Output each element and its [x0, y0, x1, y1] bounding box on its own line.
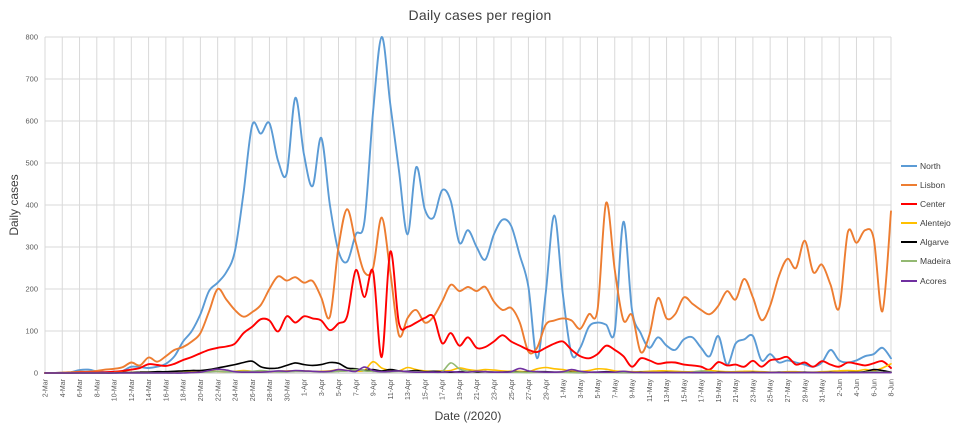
x-tick-label: 3-Apr	[319, 378, 326, 396]
legend-label-algarve: Algarve	[920, 237, 949, 248]
x-tick-label: 18-Mar	[181, 378, 188, 401]
series-line-lisbon	[44, 201, 892, 374]
x-tick-label: 6-Mar	[77, 378, 84, 397]
x-tick-label: 7-Apr	[353, 378, 360, 396]
y-tick-label: 700	[25, 75, 38, 84]
x-tick-label: 10-Mar	[112, 378, 119, 401]
x-tick-label: 4-Jun	[854, 379, 861, 397]
legend-line-swatch-acores	[901, 279, 917, 282]
x-tick-label: 15-Apr	[422, 378, 429, 400]
x-tick-label: 23-Apr	[491, 378, 498, 400]
series-line-alentejo	[44, 360, 892, 374]
x-tick-label: 6-Jun	[871, 379, 878, 397]
x-tick-label: 14-Mar	[146, 378, 153, 401]
x-tick-label: 26-Mar	[250, 378, 257, 401]
x-tick-label: 11-May	[647, 379, 654, 402]
legend-line-swatch-madeira	[901, 260, 917, 263]
legend-item-lisbon: Lisbon	[901, 179, 951, 190]
x-tick-label: 9-May	[630, 379, 637, 399]
x-tick-label: 24-Mar	[233, 378, 240, 401]
y-tick-label: 200	[25, 285, 38, 294]
x-tick-label: 1-May	[561, 379, 568, 399]
x-tick-label: 9-Apr	[371, 378, 378, 396]
legend-item-center: Center	[901, 198, 951, 209]
y-tick-label: 600	[25, 117, 38, 126]
y-tick-label: 400	[25, 201, 38, 210]
legend-line-swatch-lisbon	[901, 183, 917, 186]
series-line-north	[44, 36, 892, 374]
legend-line-swatch-alentejo	[901, 222, 917, 225]
x-tick-label: 28-Mar	[267, 378, 274, 401]
x-tick-label: 17-May	[699, 379, 706, 403]
x-tick-label: 3-May	[578, 379, 585, 399]
legend-line-swatch-algarve	[901, 241, 917, 244]
legend-label-north: North	[920, 160, 941, 171]
x-tick-label: 17-Apr	[440, 378, 447, 400]
x-tick-label: 1-Apr	[302, 378, 309, 396]
chart-title: Daily cases per region	[408, 7, 552, 23]
x-tick-label: 25-Apr	[509, 378, 516, 400]
legend-label-acores: Acores	[920, 275, 947, 286]
x-tick-label: 5-Apr	[336, 378, 343, 396]
legend-label-madeira: Madeira	[920, 256, 951, 267]
legend: North Lisbon Center Alentejo Algarve Madeira A…	[901, 160, 951, 286]
x-tick-label: 30-Mar	[284, 378, 291, 401]
x-tick-label: 27-May	[785, 379, 792, 403]
x-tick-label: 15-May	[681, 379, 688, 403]
x-tick-label: 20-Mar	[198, 378, 205, 401]
x-tick-label: 25-May	[768, 379, 775, 403]
legend-item-north: North	[901, 160, 951, 171]
legend-item-algarve: Algarve	[901, 237, 951, 248]
legend-item-madeira: Madeira	[901, 256, 951, 267]
series-line-acores	[44, 366, 892, 374]
x-tick-label: 8-Jun	[889, 379, 896, 397]
x-tick-label: 2-Mar	[43, 378, 50, 397]
x-tick-label: 2-Jun	[837, 379, 844, 397]
x-tick-label: 31-May	[820, 379, 827, 403]
legend-label-alentejo: Alentejo	[920, 218, 951, 229]
x-tick-label: 16-Mar	[163, 378, 170, 401]
x-tick-label: 8-Mar	[94, 378, 101, 397]
y-tick-label: 800	[25, 33, 38, 42]
x-tick-label: 4-Mar	[60, 378, 67, 397]
y-tick-label: 0	[34, 369, 38, 378]
legend-label-center: Center	[920, 198, 946, 209]
x-tick-label: 12-Mar	[129, 378, 136, 401]
legend-item-acores: Acores	[901, 275, 951, 286]
y-tick-label: 500	[25, 159, 38, 168]
x-tick-label: 23-May	[750, 379, 757, 403]
x-tick-label: 5-May	[595, 379, 602, 399]
x-tick-label: 29-Apr	[543, 378, 550, 400]
x-tick-label: 21-Apr	[474, 378, 481, 400]
y-tick-label: 300	[25, 243, 38, 252]
x-tick-label: 19-Apr	[457, 378, 464, 400]
x-axis-title: Date (/2020)	[434, 409, 502, 423]
legend-line-swatch-north	[901, 164, 917, 167]
x-tick-label: 22-Mar	[215, 378, 222, 401]
x-tick-label: 27-Apr	[526, 378, 533, 400]
legend-line-swatch-center	[901, 202, 917, 205]
x-tick-label: 21-May	[733, 379, 740, 403]
x-tick-label: 13-Apr	[405, 378, 412, 400]
x-tick-label: 11-Apr	[388, 378, 395, 399]
x-tick-label: 29-May	[802, 379, 809, 403]
legend-label-lisbon: Lisbon	[920, 179, 946, 190]
legend-item-alentejo: Alentejo	[901, 218, 951, 229]
series-line-center	[44, 250, 892, 374]
y-tick-label: 100	[25, 327, 38, 336]
x-tick-label: 13-May	[664, 379, 671, 403]
x-tick-label: 19-May	[716, 379, 723, 403]
x-tick-label: 7-May	[612, 379, 619, 399]
